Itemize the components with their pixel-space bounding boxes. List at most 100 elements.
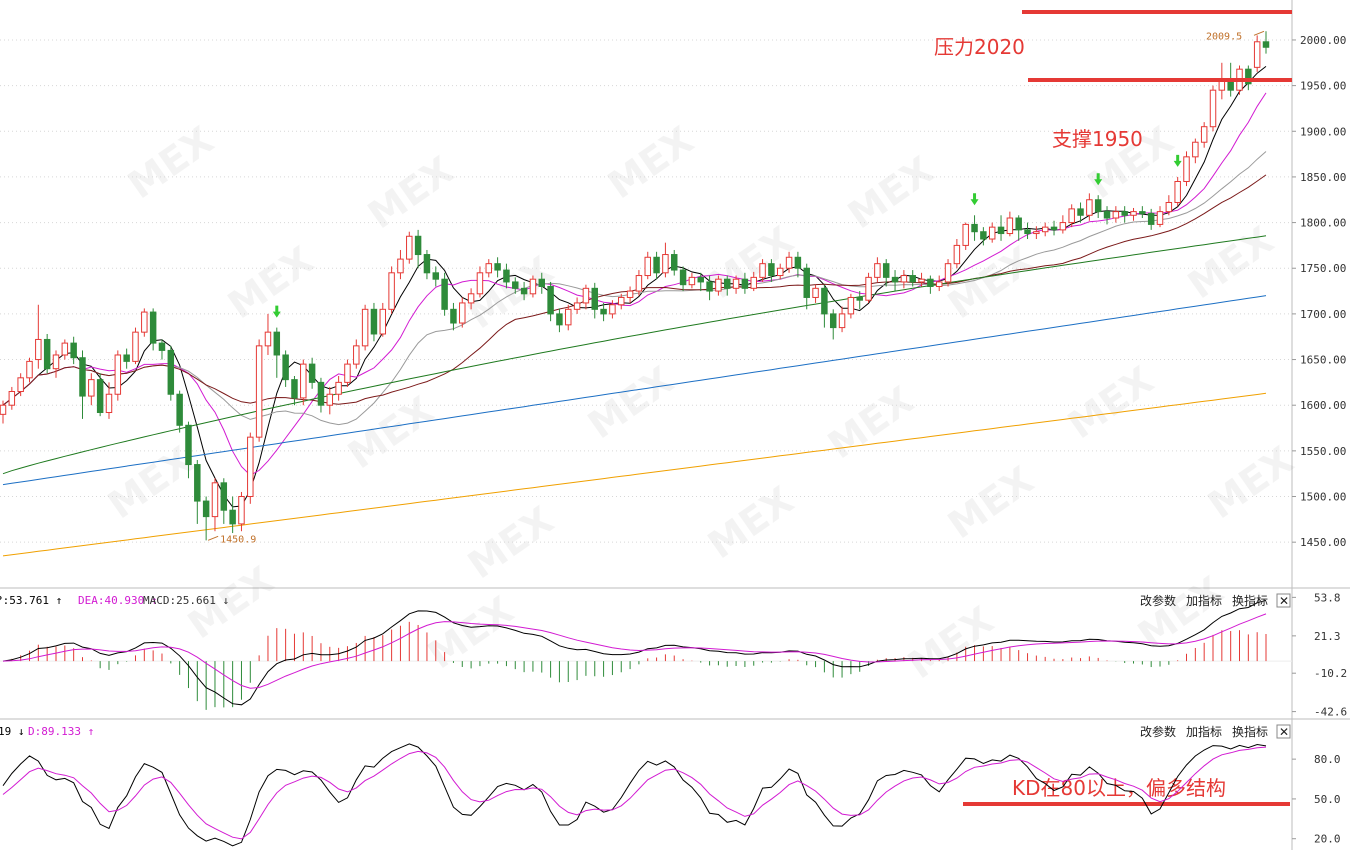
candle[interactable] — [794, 251, 802, 278]
candle[interactable] — [529, 275, 537, 298]
candle[interactable] — [397, 249, 404, 280]
candle[interactable] — [874, 257, 881, 282]
candle[interactable] — [1121, 206, 1128, 223]
candle[interactable] — [988, 222, 996, 243]
candle[interactable] — [635, 270, 643, 296]
candle[interactable] — [264, 313, 272, 355]
candle[interactable] — [308, 357, 316, 389]
candle[interactable] — [503, 263, 510, 289]
candle[interactable] — [909, 270, 916, 287]
candle[interactable] — [741, 272, 749, 294]
candle[interactable] — [361, 304, 369, 351]
candle[interactable] — [679, 266, 687, 292]
candle[interactable] — [459, 297, 466, 328]
close-panel-button[interactable]: ✕ — [1276, 593, 1291, 608]
candle[interactable] — [88, 373, 95, 406]
candle[interactable] — [1262, 31, 1270, 54]
candle[interactable] — [856, 291, 863, 310]
candle[interactable] — [211, 478, 219, 532]
candle[interactable] — [1024, 222, 1031, 240]
candle[interactable] — [750, 271, 757, 292]
candle[interactable] — [1112, 206, 1120, 223]
candle[interactable] — [423, 249, 431, 280]
candle[interactable] — [132, 327, 139, 365]
candle[interactable] — [1192, 138, 1199, 164]
candle[interactable] — [1103, 206, 1111, 225]
candle[interactable] — [158, 339, 166, 360]
candle[interactable] — [821, 284, 828, 328]
candle[interactable] — [829, 309, 837, 340]
candle[interactable] — [591, 282, 598, 319]
kd-panel[interactable]: 80.0 50.0 20.0 — [2, 743, 1341, 847]
candle[interactable] — [1050, 220, 1058, 236]
candle[interactable] — [114, 350, 122, 401]
candle[interactable] — [980, 227, 987, 246]
candle[interactable] — [565, 304, 572, 331]
candle[interactable] — [538, 272, 546, 294]
add-indicator-button[interactable]: 加指标 — [1186, 724, 1222, 739]
candle[interactable] — [556, 308, 563, 333]
candle[interactable] — [300, 359, 307, 406]
candle[interactable] — [1015, 215, 1022, 241]
candle[interactable] — [1200, 122, 1208, 148]
candle[interactable] — [370, 302, 378, 342]
candle[interactable] — [706, 275, 713, 301]
candle[interactable] — [803, 263, 810, 310]
candle[interactable] — [247, 432, 254, 504]
modify-params-button[interactable]: 改参数 — [1140, 593, 1176, 608]
candle[interactable] — [485, 259, 493, 278]
candle[interactable] — [43, 333, 51, 374]
candle[interactable] — [414, 229, 422, 269]
add-indicator-button[interactable]: 加指标 — [1186, 593, 1222, 608]
candle[interactable] — [512, 277, 519, 294]
candle[interactable] — [149, 308, 157, 351]
candle[interactable] — [1174, 176, 1181, 207]
candle[interactable] — [653, 251, 660, 280]
candle[interactable] — [547, 281, 554, 322]
candle[interactable] — [123, 348, 130, 369]
close-panel-button[interactable]: ✕ — [1276, 724, 1291, 739]
candle[interactable] — [900, 270, 908, 289]
candle[interactable] — [662, 242, 669, 278]
candle[interactable] — [141, 308, 148, 337]
candle[interactable] — [167, 345, 175, 401]
candle[interactable] — [600, 302, 607, 322]
candle[interactable] — [379, 302, 387, 337]
candle[interactable] — [935, 275, 943, 292]
candle[interactable] — [723, 275, 731, 296]
candle[interactable] — [441, 272, 448, 316]
candle[interactable] — [202, 496, 210, 541]
candle[interactable] — [52, 350, 60, 378]
candle[interactable] — [1041, 222, 1049, 237]
candle[interactable] — [96, 373, 104, 417]
candle[interactable] — [927, 275, 934, 294]
candle[interactable] — [520, 281, 528, 301]
candle[interactable] — [838, 306, 846, 333]
candle[interactable] — [785, 251, 793, 273]
candle[interactable] — [61, 339, 69, 360]
candle[interactable] — [1006, 211, 1014, 237]
candle[interactable] — [688, 272, 696, 289]
candle[interactable] — [1139, 206, 1146, 219]
candle[interactable] — [1253, 35, 1261, 72]
candle[interactable] — [1033, 226, 1040, 240]
switch-indicator-button[interactable]: 换指标 — [1232, 724, 1268, 739]
candle[interactable] — [812, 284, 819, 303]
candle[interactable] — [8, 386, 16, 410]
candle[interactable] — [1165, 195, 1173, 216]
candle[interactable] — [229, 496, 236, 534]
candle[interactable] — [609, 300, 616, 319]
candle[interactable] — [847, 293, 855, 319]
candle[interactable] — [1077, 202, 1084, 223]
candle[interactable] — [105, 382, 113, 419]
candle[interactable] — [494, 257, 501, 278]
candle[interactable] — [697, 272, 704, 292]
candle[interactable] — [317, 377, 325, 413]
candle[interactable] — [291, 375, 298, 406]
candle[interactable] — [1245, 65, 1252, 91]
candle[interactable] — [26, 357, 33, 383]
candle[interactable] — [1086, 193, 1093, 221]
candle[interactable] — [282, 350, 289, 387]
candle[interactable] — [450, 302, 457, 331]
